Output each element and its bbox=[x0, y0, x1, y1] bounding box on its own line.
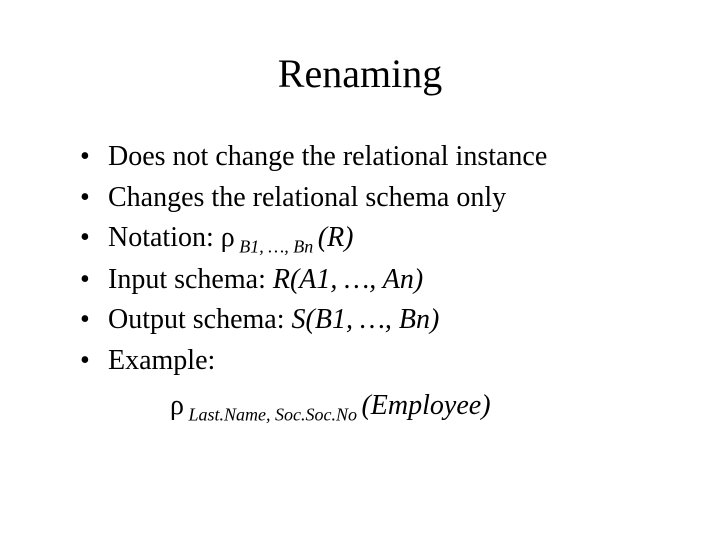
subscript: Last.Name, Soc.Soc.No bbox=[184, 404, 362, 424]
subscript: B1, …, Bn bbox=[235, 237, 318, 257]
bullet-text-ital: S(B1, …, Bn) bbox=[292, 304, 440, 335]
bullet-text: Changes the relational schema only bbox=[108, 182, 506, 213]
bullet-text-ital: (R) bbox=[318, 222, 354, 253]
slide-title: Renaming bbox=[60, 50, 660, 97]
bullet-text: Does not change the relational instance bbox=[108, 141, 547, 172]
bullet-item: Input schema: R(A1, …, An) bbox=[80, 260, 660, 301]
example-expression: ρ Last.Name, Soc.Soc.No (Employee) bbox=[170, 390, 660, 426]
bullet-item: Changes the relational schema only bbox=[80, 178, 660, 219]
bullet-item: Output schema: S(B1, …, Bn) bbox=[80, 300, 660, 341]
bullet-text: Example: bbox=[108, 345, 215, 376]
bullet-text: Notation: bbox=[108, 222, 221, 253]
bullet-text: Output schema: bbox=[108, 304, 292, 335]
bullet-text-ital: R(A1, …, An) bbox=[273, 264, 423, 295]
bullet-list: Does not change the relational instance … bbox=[80, 137, 660, 382]
bullet-item: Does not change the relational instance bbox=[80, 137, 660, 178]
bullet-text: Input schema: bbox=[108, 264, 273, 295]
slide: Renaming Does not change the relational … bbox=[0, 0, 720, 540]
example-main: (Employee) bbox=[361, 390, 490, 421]
bullet-item: Notation: ρ B1, …, Bn (R) bbox=[80, 218, 660, 260]
rho-symbol: ρ bbox=[221, 222, 235, 253]
bullet-item: Example: bbox=[80, 341, 660, 382]
rho-symbol: ρ bbox=[170, 390, 184, 421]
